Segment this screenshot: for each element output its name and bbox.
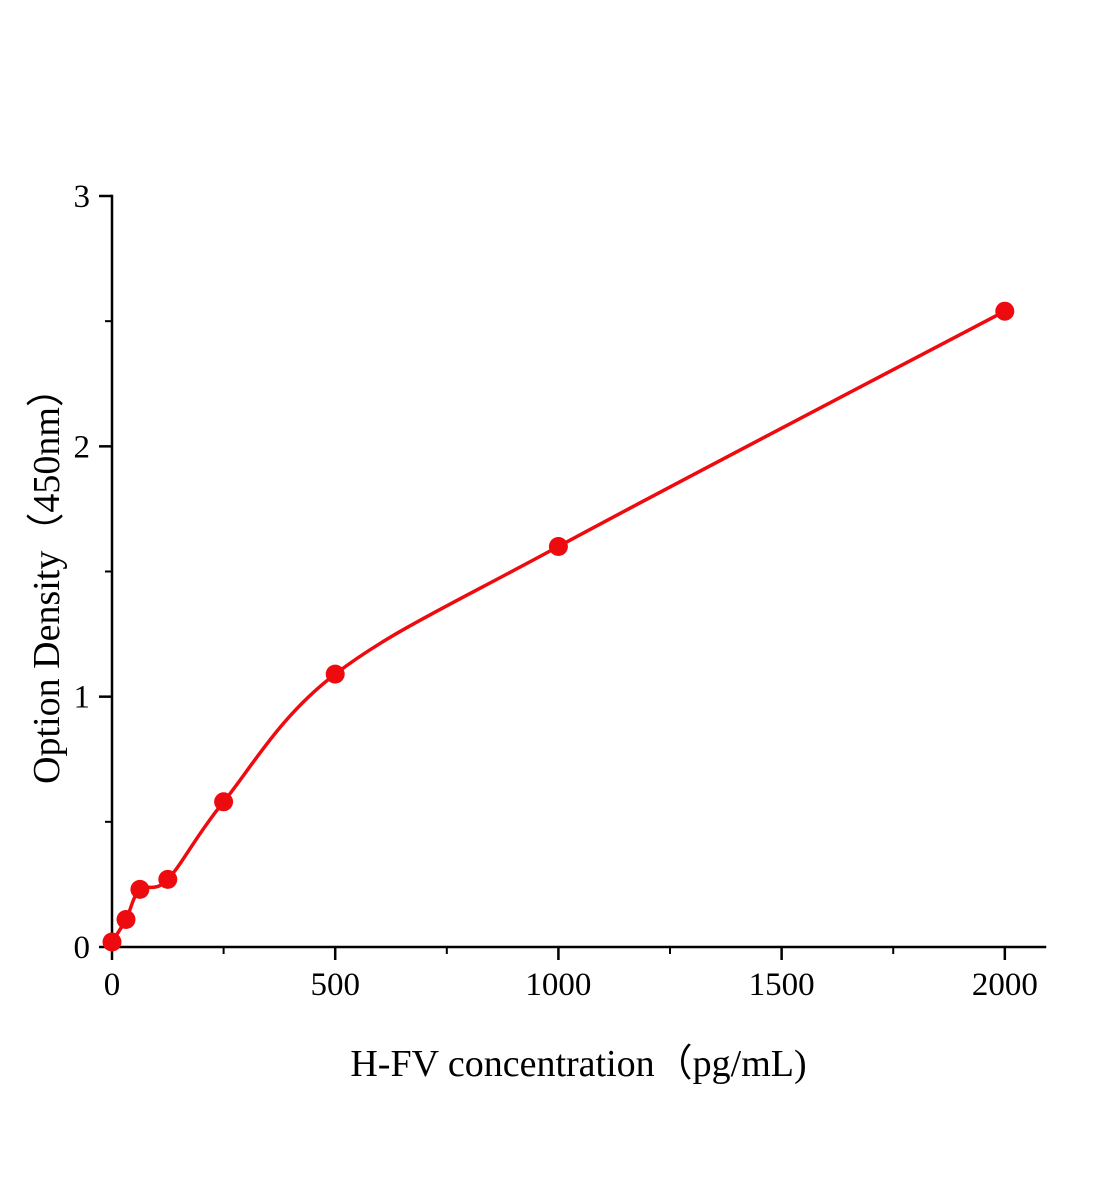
x-tick-label: 1500 bbox=[749, 967, 815, 1003]
y-axis-title: Option Density（450nm） bbox=[25, 369, 68, 784]
axis-lines bbox=[110, 194, 1047, 949]
data-point bbox=[995, 301, 1015, 321]
y-tick-label: 2 bbox=[74, 429, 91, 465]
data-point bbox=[214, 792, 234, 812]
x-axis-title: H-FV concentration（pg/mL) bbox=[350, 1043, 807, 1085]
x-tick-label: 0 bbox=[104, 967, 121, 1003]
data-point bbox=[102, 932, 122, 952]
data-point bbox=[325, 664, 345, 684]
data-point bbox=[158, 869, 178, 889]
data-point bbox=[548, 537, 568, 556]
y-tick-label: 1 bbox=[74, 680, 91, 716]
x-tick-label: 1000 bbox=[525, 967, 591, 1003]
x-tick-label: 500 bbox=[310, 967, 360, 1003]
y-tick-label: 3 bbox=[74, 179, 91, 215]
data-point bbox=[116, 910, 136, 929]
data-point bbox=[130, 879, 150, 899]
y-tick-label: 0 bbox=[74, 930, 91, 966]
x-tick-label: 2000 bbox=[972, 967, 1038, 1003]
fit-curve-line bbox=[110, 309, 1007, 944]
